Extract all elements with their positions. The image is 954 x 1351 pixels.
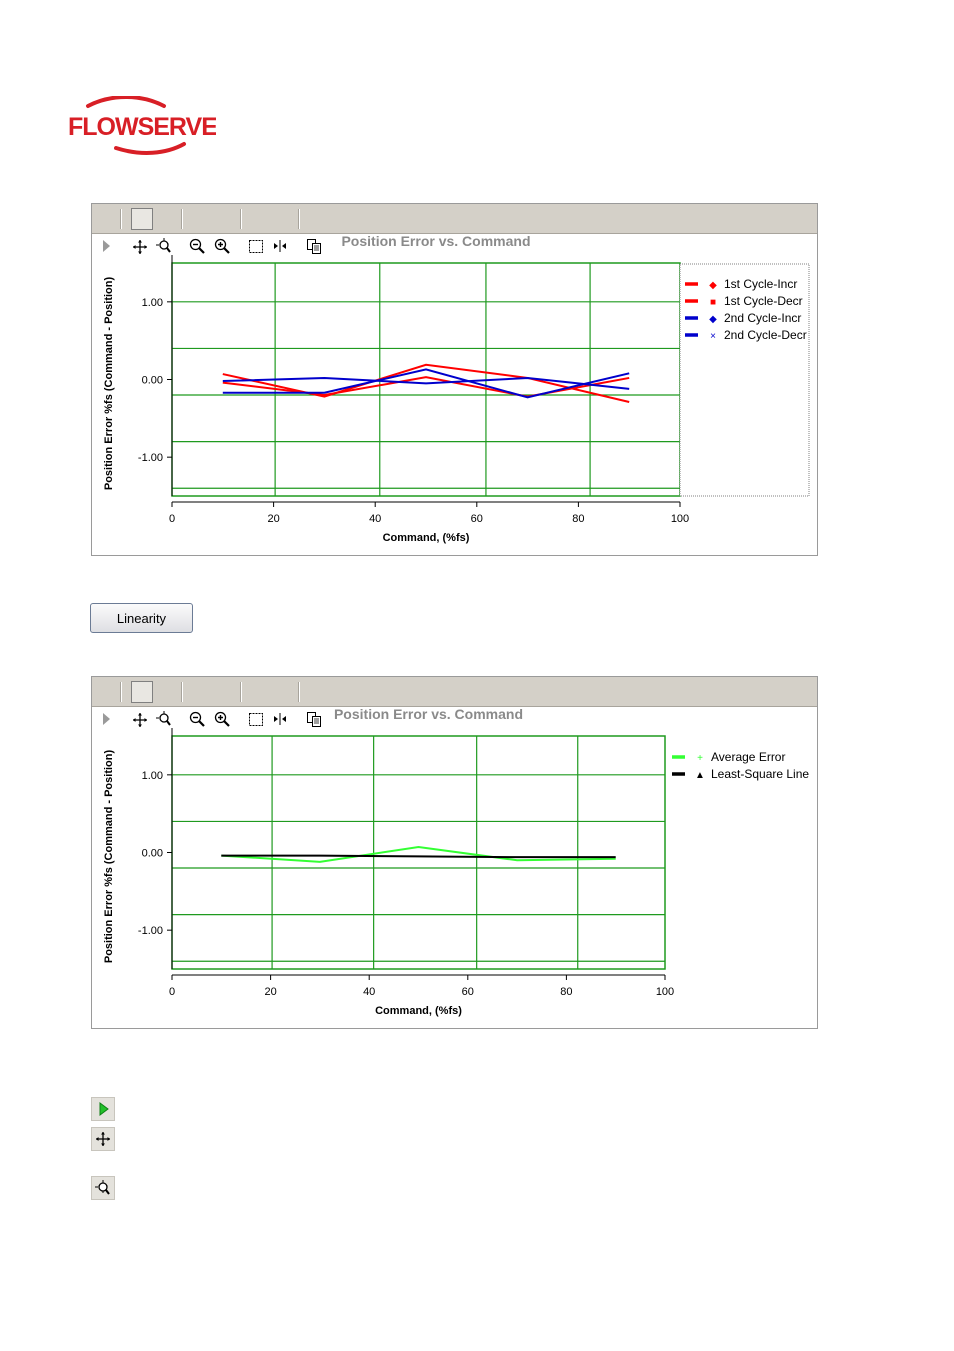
plot-area xyxy=(171,735,666,970)
play-icon xyxy=(103,713,110,725)
toolbar-separator xyxy=(120,682,122,702)
toolbar-separator xyxy=(181,682,183,702)
copy-button[interactable] xyxy=(306,208,328,254)
series-line xyxy=(222,368,630,399)
x-tick-label: 80 xyxy=(572,513,584,525)
legend-label: Least-Square Line xyxy=(711,767,809,781)
y-tick-label: 0.00 xyxy=(142,375,163,387)
legend-label: 2nd Cycle-Decr xyxy=(724,328,807,342)
series-line xyxy=(221,854,616,859)
fit-icon xyxy=(274,240,286,252)
copy-icon xyxy=(307,239,321,254)
legend-marker: ◆ xyxy=(709,314,717,325)
x-tick-label: 40 xyxy=(369,513,381,525)
legend-marker: ■ xyxy=(710,297,716,308)
series-line xyxy=(222,363,630,403)
play-icon-key xyxy=(91,1097,115,1121)
zoom-in-icon xyxy=(214,711,230,727)
x-tick-label: 0 xyxy=(169,986,175,998)
chart-panel-2: Position Error vs. Command 0 20 40 60 80 100 1.… xyxy=(91,676,818,1029)
x-tick-label: 100 xyxy=(671,513,689,525)
toolbar-separator xyxy=(240,209,242,229)
pan-button[interactable] xyxy=(131,681,153,727)
play-icon xyxy=(103,240,110,252)
legend-label: 1st Cycle-Decr xyxy=(724,294,803,308)
legend-marker: ▲ xyxy=(695,770,705,781)
x-axis-label: Command, (%fs) xyxy=(375,1005,462,1017)
x-tick-label: 0 xyxy=(169,513,175,525)
x-tick-label: 20 xyxy=(267,513,279,525)
x-tick-label: 20 xyxy=(264,986,276,998)
select-box-button[interactable] xyxy=(248,681,270,726)
chart-toolbar xyxy=(92,204,817,254)
flowserve-logo: FLOWSERVE xyxy=(68,96,216,155)
auto-zoom-button[interactable] xyxy=(156,208,178,253)
y-axis-label: Position Error %fs (Command - Position) xyxy=(103,277,115,491)
x-tick-label: 100 xyxy=(656,986,674,998)
position-error-chart-1: Position Error vs. Command 0 20 40 60 80 100 1.… xyxy=(103,234,810,544)
x-tick-label: 40 xyxy=(363,986,375,998)
zoom-in-button[interactable] xyxy=(214,208,236,254)
series-line xyxy=(222,376,630,398)
chart-title: Position Error vs. Command xyxy=(334,707,523,722)
play-button[interactable] xyxy=(99,681,121,725)
pan-icon xyxy=(96,1132,110,1146)
fit-button[interactable] xyxy=(272,208,294,252)
copy-button[interactable] xyxy=(306,681,328,727)
x-tick-label: 60 xyxy=(462,986,474,998)
select-box-icon xyxy=(249,240,263,253)
zoom-out-icon xyxy=(189,238,205,254)
chart-title: Position Error vs. Command xyxy=(341,234,530,249)
legend-marker: × xyxy=(710,331,716,342)
toolbar-separator xyxy=(298,209,300,229)
toolbar-separator xyxy=(240,682,242,702)
zoom-in-icon xyxy=(214,238,230,254)
y-tick-label: -1.00 xyxy=(138,452,163,464)
x-tick-label: 60 xyxy=(471,513,483,525)
x-tick-label: 80 xyxy=(560,986,572,998)
chart-panel-1: Position Error vs. Command 0 20 40 60 80 100 1.… xyxy=(91,203,818,556)
pan-icon xyxy=(133,240,147,254)
y-tick-label: 1.00 xyxy=(142,297,163,309)
select-box-icon xyxy=(249,713,263,726)
toolbar-separator xyxy=(120,209,122,229)
legend-marker: ◆ xyxy=(709,280,717,291)
fit-icon xyxy=(274,713,286,725)
copy-icon xyxy=(307,712,321,727)
y-axis-label: Position Error %fs (Command - Position) xyxy=(103,750,115,964)
select-box-button[interactable] xyxy=(248,208,270,253)
legend-marker: + xyxy=(697,753,703,764)
position-error-chart-2: Position Error vs. Command 0 20 40 60 80 100 1.… xyxy=(103,707,809,1017)
linearity-button[interactable]: Linearity xyxy=(90,603,193,633)
auto-zoom-button[interactable] xyxy=(156,681,178,726)
play-icon xyxy=(99,1102,109,1116)
series-line xyxy=(221,846,616,863)
pan-icon-key xyxy=(91,1127,115,1151)
y-tick-label: 0.00 xyxy=(142,848,163,860)
pan-button[interactable] xyxy=(131,208,153,254)
zoom-out-icon xyxy=(189,711,205,727)
toolbar-separator xyxy=(298,682,300,702)
auto-zoom-icon xyxy=(156,711,171,726)
y-tick-label: 1.00 xyxy=(142,770,163,782)
legend-box xyxy=(679,263,810,497)
zoom-out-button[interactable] xyxy=(189,208,211,254)
legend-label: 1st Cycle-Incr xyxy=(724,277,797,291)
logo-text: FLOWSERVE xyxy=(68,113,216,141)
fit-button[interactable] xyxy=(272,681,294,725)
auto-zoom-icon-key xyxy=(91,1176,115,1200)
x-axis-label: Command, (%fs) xyxy=(383,532,470,544)
pan-icon xyxy=(133,713,147,727)
y-tick-label: -1.00 xyxy=(138,925,163,937)
play-button[interactable] xyxy=(99,208,121,252)
legend-label: 2nd Cycle-Incr xyxy=(724,311,801,325)
toolbar-separator xyxy=(181,209,183,229)
series-line xyxy=(222,376,630,390)
legend-label: Average Error xyxy=(711,750,785,764)
zoom-in-button[interactable] xyxy=(214,681,236,727)
auto-zoom-icon xyxy=(156,238,171,253)
zoom-out-button[interactable] xyxy=(189,681,211,727)
chart-toolbar xyxy=(92,677,817,727)
auto-zoom-icon xyxy=(95,1180,110,1195)
